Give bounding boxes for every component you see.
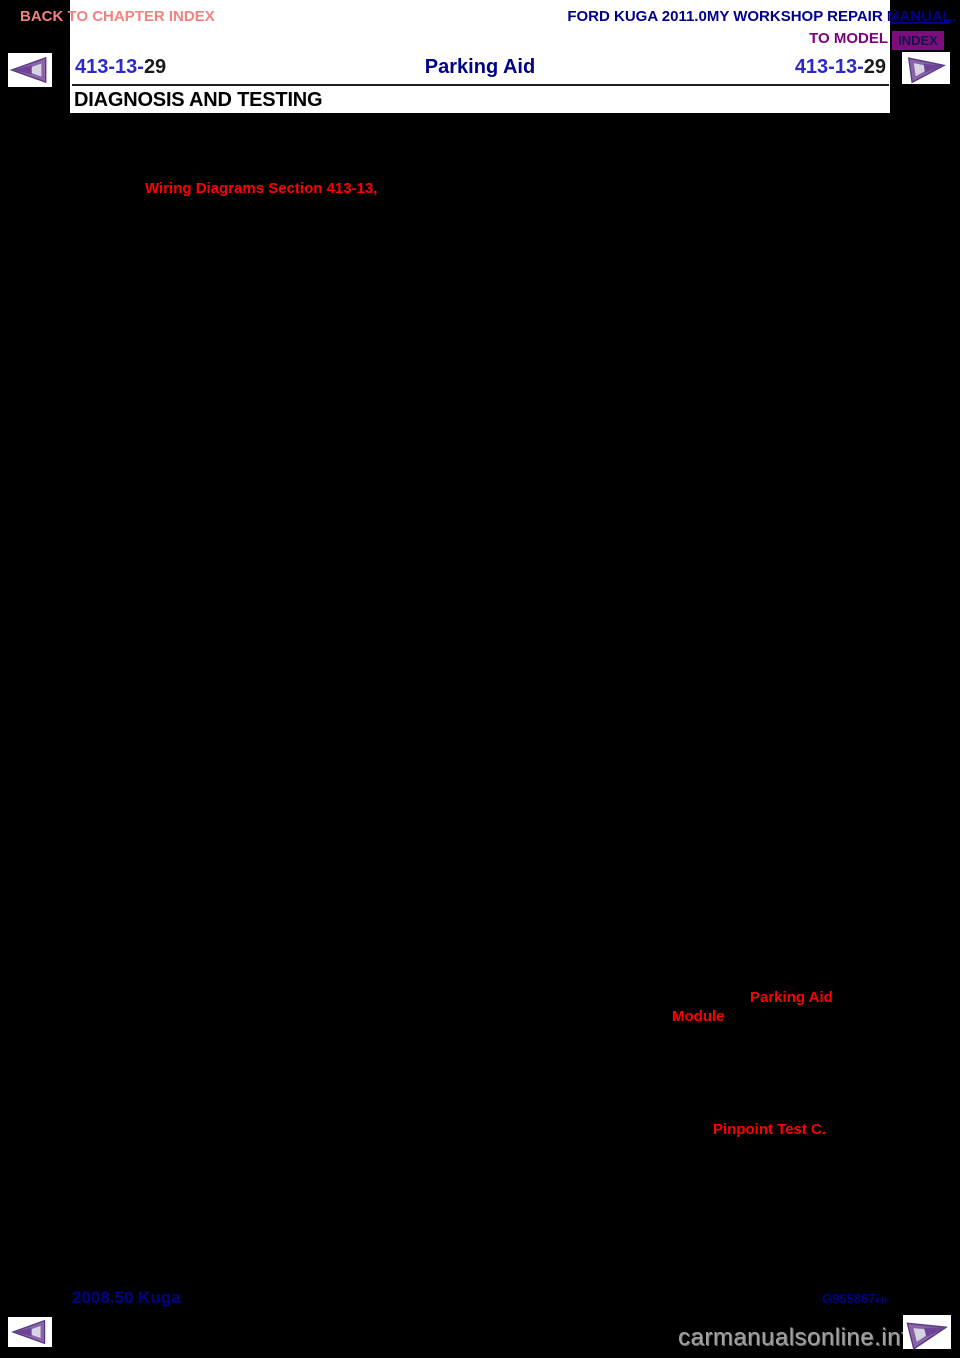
prev-page-button-bottom[interactable] [8,1317,52,1347]
right-arrow-icon [907,57,947,84]
workshop-manual-title-link[interactable]: FORD KUGA 2011.0MY WORKSHOP REPAIR MANUA… [567,8,956,25]
left-arrow-icon [10,56,47,84]
doc-code-language: en [875,1295,888,1306]
right-arrow-icon [906,1322,949,1350]
model-index-highlighted-word[interactable]: INDEX [892,31,944,50]
page-header-surface [70,0,890,113]
page-ref-left-number: 29 [143,56,167,78]
parking-aid-module-link-line1[interactable]: Parking Aid [750,989,833,1006]
back-to-chapter-index-link[interactable]: BACK TO CHAPTER INDEX [20,8,215,25]
next-page-button-top[interactable] [902,52,950,84]
footer-doc-code: G955867en [822,1291,887,1306]
page-ref-right: 413-13-29 [795,56,886,79]
to-model-index-link[interactable]: TO MODEL [809,30,888,47]
footer-model-year: 2008.50 Kuga [72,1288,181,1307]
header-divider-line [72,84,889,86]
prev-page-button-top[interactable] [8,53,52,87]
manual-link-underline [890,22,950,24]
page-ref-right-link[interactable]: 413-13- [794,56,864,78]
left-arrow-icon [11,1319,46,1345]
doc-code-number: G955867 [822,1291,876,1306]
parking-aid-module-link-line2[interactable]: Module [672,1008,725,1025]
page-ref-right-number: 29 [863,56,886,78]
section-title: Parking Aid [424,56,536,78]
watermark-text: carmanualsonline.info [678,1324,922,1351]
wiring-diagrams-link[interactable]: Wiring Diagrams Section 413-13, [145,180,378,197]
page-ref-left: 413-13-29 [75,56,166,79]
next-page-button-bottom[interactable] [903,1315,951,1350]
page-ref-left-link[interactable]: 413-13- [75,56,144,78]
pinpoint-test-c-link[interactable]: Pinpoint Test C. [713,1121,827,1138]
diagnosis-and-testing-heading: DIAGNOSIS AND TESTING [74,89,323,111]
